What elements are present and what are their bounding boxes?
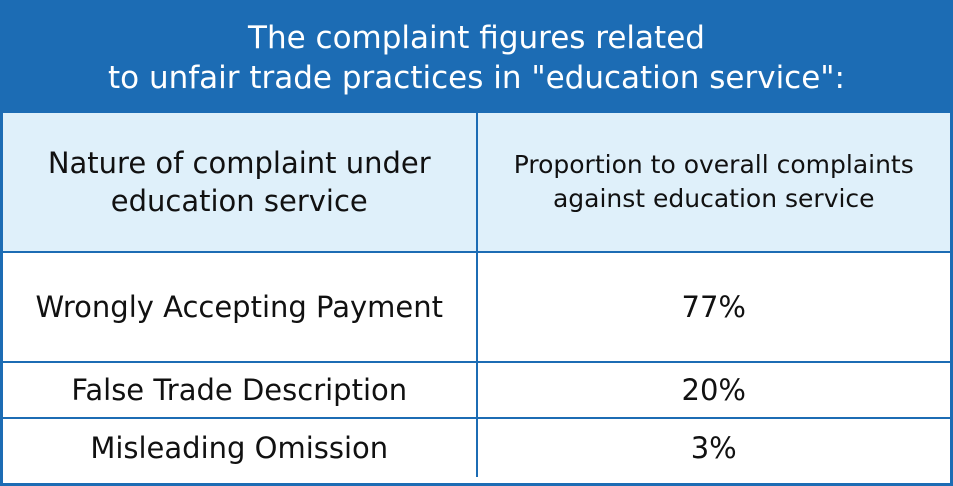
title-band: The complaint figures related to unfair … bbox=[3, 3, 950, 113]
row: Misleading Omission 3% bbox=[3, 417, 950, 477]
header-cell: Proportion to overall complaints against… bbox=[475, 113, 950, 253]
row: False Trade Description 20% bbox=[3, 361, 950, 419]
title-line: to unfair trade practices in "education … bbox=[107, 60, 846, 96]
row: Wrongly Accepting Payment 77% bbox=[3, 252, 950, 363]
complaint-cell: False Trade Description bbox=[3, 361, 478, 419]
proportion-cell: 3% bbox=[475, 417, 950, 477]
complaint-cell: Wrongly Accepting Payment bbox=[3, 252, 478, 363]
title-line: The complaint figures related bbox=[248, 20, 705, 56]
header-row: Nature of complaint under education serv… bbox=[3, 113, 950, 253]
header-cell: Nature of complaint under education serv… bbox=[3, 113, 478, 253]
proportion-cell: 77% bbox=[475, 252, 950, 363]
complaint-cell: Misleading Omission bbox=[3, 417, 478, 477]
proportion-cell: 20% bbox=[475, 361, 950, 419]
complaint-table: Nature of complaint under education serv… bbox=[3, 113, 950, 477]
